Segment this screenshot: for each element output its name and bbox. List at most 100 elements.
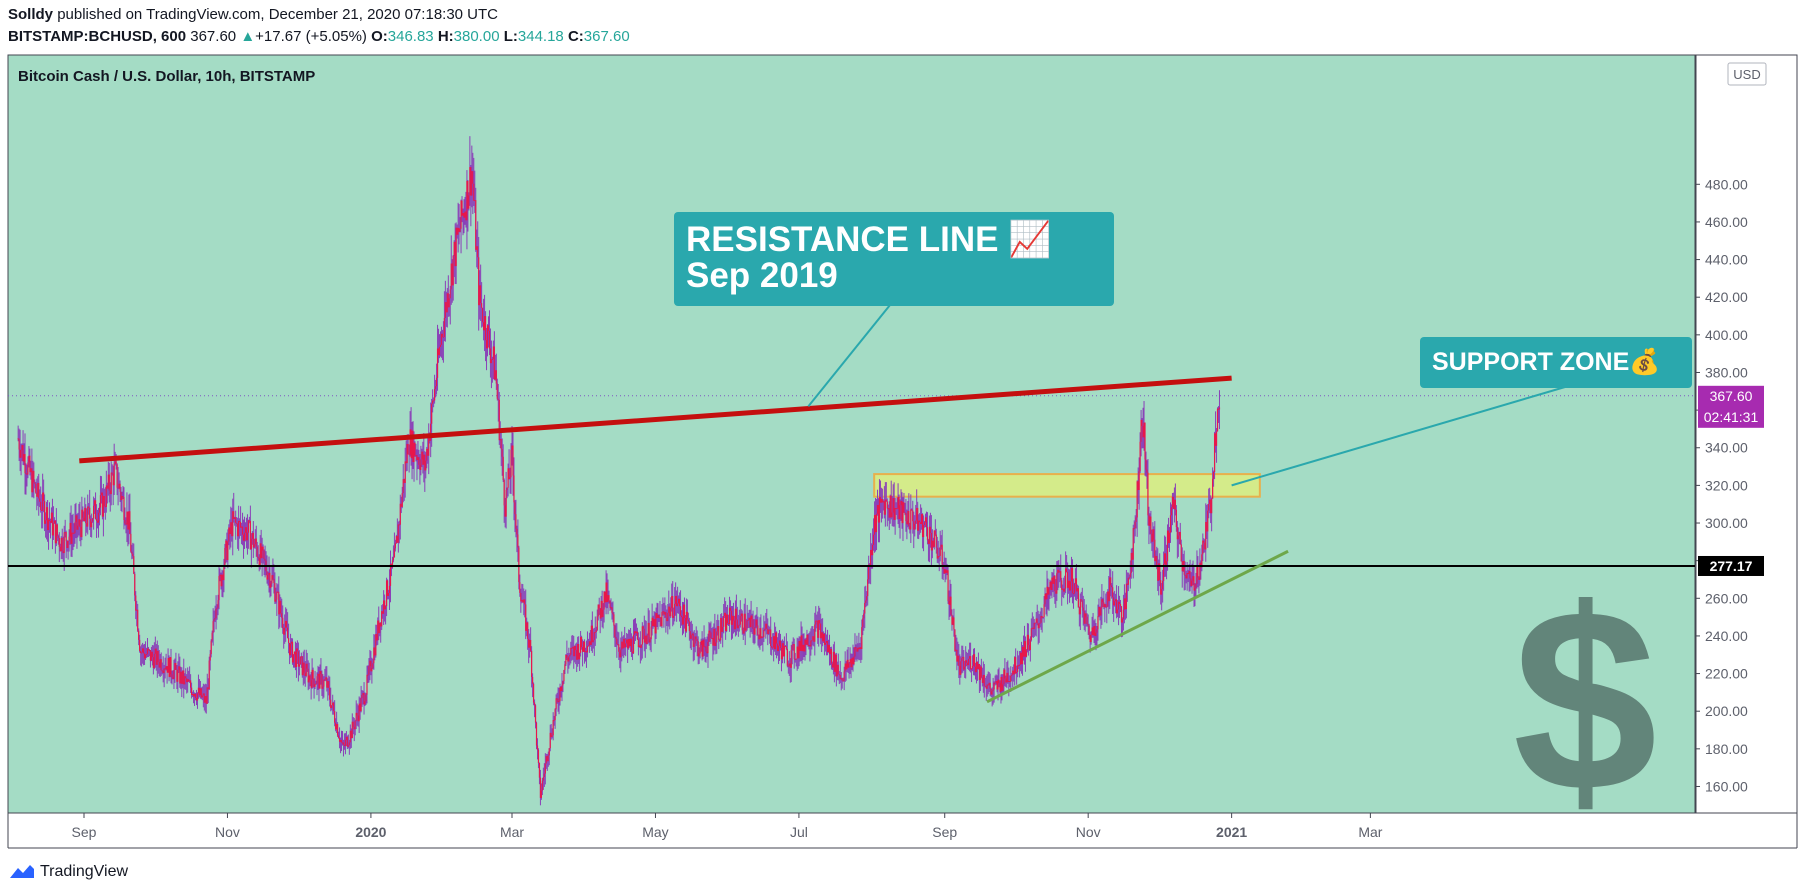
candle-body-560 — [566, 654, 568, 658]
candle-body-930 — [928, 526, 931, 544]
candle-body-312 — [323, 679, 325, 687]
candle-body-988 — [985, 686, 987, 689]
candle-body-421 — [430, 423, 432, 441]
candle-body-1116 — [1111, 585, 1113, 588]
candle-body-677 — [680, 615, 683, 618]
candle-body-368 — [378, 620, 380, 634]
candle-body-1054 — [1050, 581, 1052, 591]
candle-body-479 — [486, 325, 489, 349]
candle-body-689 — [692, 633, 694, 647]
candle-body-202 — [215, 609, 217, 618]
candle-body-190 — [203, 693, 205, 703]
candle-body-354 — [364, 701, 366, 705]
author-name[interactable]: Solldy — [8, 6, 54, 23]
candle-body-520 — [527, 622, 529, 639]
candle-body-298 — [309, 675, 311, 681]
candle-body-376 — [385, 580, 388, 607]
candle-body-46 — [62, 551, 64, 554]
horizontal-level-label-box[interactable] — [1698, 555, 1764, 576]
candle-body-42 — [58, 537, 60, 547]
candle-body-160 — [174, 662, 176, 671]
candle-body-453 — [461, 200, 463, 216]
support-callout-box[interactable] — [1420, 337, 1692, 388]
candle-body-795 — [796, 646, 798, 659]
up-arrow-icon: ▲ — [240, 28, 256, 45]
candle-body-1006 — [1003, 669, 1005, 685]
candle-body-836 — [836, 664, 838, 677]
candle-body-748 — [750, 615, 752, 628]
candle-body-834 — [834, 654, 836, 672]
candle-body-366 — [376, 633, 378, 641]
resistance-callout-box[interactable] — [674, 212, 1114, 306]
currency-label-box[interactable] — [1727, 62, 1767, 86]
candle-body-914 — [913, 521, 915, 530]
candle-body-124 — [139, 639, 141, 652]
candle-body-857 — [857, 647, 859, 652]
x-tick-label-6: Sep — [932, 824, 957, 840]
last-price-label-box[interactable] — [1698, 385, 1764, 428]
candle-body-1020 — [1017, 665, 1019, 672]
candle-body-1217 — [1210, 499, 1212, 514]
footer-branding[interactable]: TradingView — [8, 862, 128, 882]
horizontal-level-label: 277.17 — [1710, 558, 1753, 574]
resistance-line[interactable] — [79, 375, 1232, 464]
candle-body-482 — [489, 348, 492, 364]
candle-body-1123 — [1117, 601, 1120, 610]
candle-body-1150 — [1144, 422, 1146, 460]
candle-body-457 — [465, 211, 467, 221]
candle-body-991 — [988, 682, 990, 686]
candle-body-77 — [93, 505, 95, 519]
support-zone-rect[interactable] — [873, 473, 1261, 498]
support-trend-line[interactable] — [986, 549, 1289, 704]
candle-body-927 — [925, 517, 928, 528]
candle-body-493 — [500, 439, 502, 450]
candle-body-222 — [235, 517, 237, 523]
candle-body-806 — [807, 634, 809, 646]
candle-body-545 — [551, 735, 553, 737]
candle-body-1031 — [1027, 634, 1030, 646]
candle-body-654 — [658, 615, 660, 619]
candle-body-1037 — [1033, 622, 1035, 630]
symbol-info: BITSTAMP:BCHUSD, 600 367.60 ▲+17.67 (+5.… — [8, 28, 630, 45]
candle-body-491 — [498, 399, 500, 441]
candle-body-909 — [908, 510, 910, 527]
candle-body-1096 — [1091, 627, 1093, 635]
candle-body-1028 — [1024, 641, 1027, 657]
candle-body-590 — [595, 630, 597, 633]
candle-body-628 — [632, 634, 635, 654]
candle-body-910 — [909, 526, 911, 530]
candle-body-544 — [550, 732, 552, 737]
candle-body-56 — [72, 532, 74, 534]
candle-body-596 — [601, 600, 603, 618]
candle-body-751 — [753, 628, 755, 635]
candle-body-1218 — [1211, 498, 1213, 514]
candle-body-396 — [405, 461, 407, 464]
candle-body-953 — [951, 614, 953, 625]
candle-body-1164 — [1158, 563, 1160, 581]
candle-body-987 — [984, 685, 986, 687]
candle-body-322 — [333, 702, 335, 712]
candle-body-572 — [578, 644, 580, 660]
change-text: +17.67 (+5.05%) — [255, 28, 367, 45]
candle-body-1130 — [1124, 598, 1127, 610]
candle-body-1174 — [1167, 530, 1170, 543]
candle-body-900 — [899, 505, 901, 519]
candle-body-1066 — [1062, 588, 1064, 590]
candle-body-1004 — [1001, 676, 1003, 691]
candle-body-430 — [438, 346, 441, 356]
candle-body-464 — [472, 171, 474, 184]
candle-body-730 — [732, 615, 735, 621]
candle-body-94 — [109, 490, 111, 495]
candle-body-201 — [214, 617, 216, 620]
candle-body-492 — [499, 439, 501, 441]
candle-body-13 — [30, 468, 32, 473]
candle-body-138 — [152, 657, 154, 668]
candle-body-1 — [18, 438, 20, 450]
candle-body-636 — [640, 644, 642, 648]
candle-body-997 — [994, 682, 996, 684]
candle-body-633 — [637, 639, 640, 648]
candle-body-55 — [71, 532, 73, 544]
candle-body-1194 — [1187, 573, 1189, 575]
candle-body-428 — [436, 348, 439, 378]
